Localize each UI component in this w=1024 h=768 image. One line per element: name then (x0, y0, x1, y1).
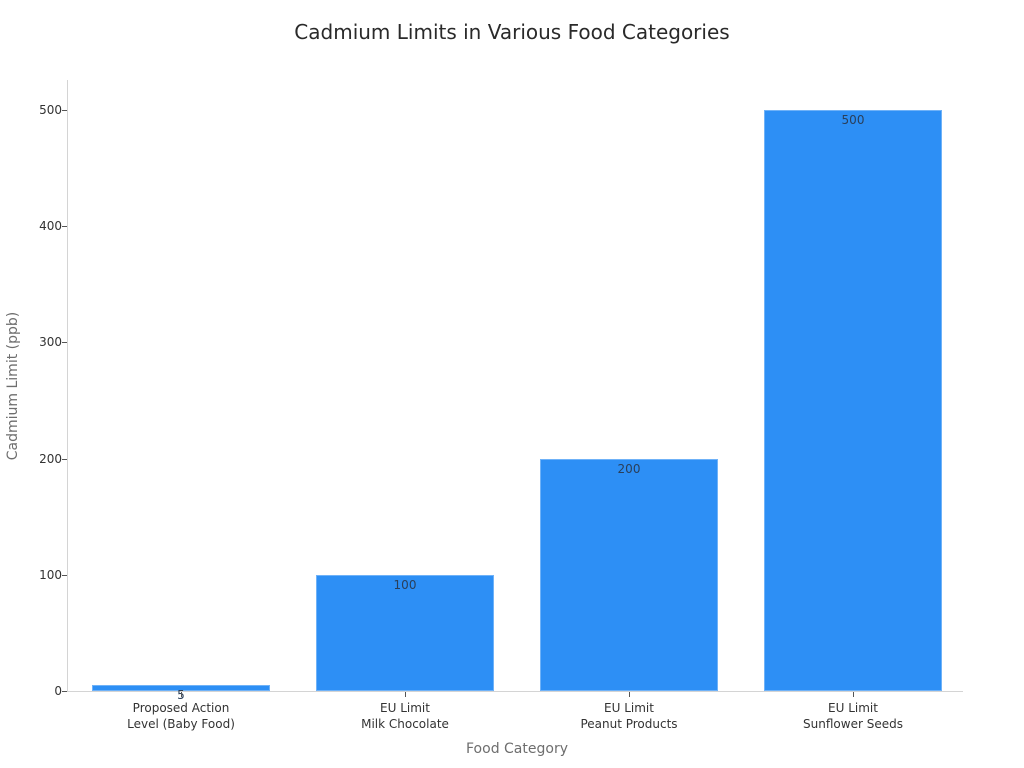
chart-title: Cadmium Limits in Various Food Categorie… (294, 20, 730, 44)
y-tick (62, 110, 67, 111)
x-tick-label: EU Limit Sunflower Seeds (803, 701, 903, 731)
bar-value-label: 200 (617, 461, 641, 476)
y-tick-label: 100 (39, 567, 62, 582)
bar (540, 458, 718, 691)
y-tick (62, 574, 67, 576)
y-tick-label: 500 (39, 103, 62, 117)
x-tick (629, 692, 630, 697)
x-tick-label: Proposed Action Level (Baby Food) (127, 701, 235, 731)
x-axis-label: Food Category (466, 741, 568, 757)
x-tick-label: EU Limit Peanut Products (580, 701, 678, 731)
y-tick (62, 342, 67, 344)
y-tick-label: 200 (39, 451, 62, 466)
x-tick (181, 692, 182, 697)
y-tick-label: 0 (54, 684, 62, 698)
y-tick-label: 300 (39, 335, 62, 350)
y-tick (62, 458, 67, 460)
y-axis-line (67, 80, 68, 692)
y-tick-label: 400 (39, 219, 62, 234)
bar (316, 574, 494, 691)
bar (764, 110, 942, 691)
y-tick (62, 226, 67, 228)
x-tick (405, 692, 406, 697)
x-tick-label: EU Limit Milk Chocolate (361, 701, 449, 731)
x-tick (853, 692, 854, 697)
y-tick (62, 691, 67, 692)
bar-value-label: 100 (393, 577, 417, 592)
x-axis-line (67, 691, 963, 692)
bar-value-label: 500 (841, 113, 865, 127)
y-axis-label: Cadmium Limit (ppb) (5, 311, 21, 461)
bar (92, 685, 270, 691)
